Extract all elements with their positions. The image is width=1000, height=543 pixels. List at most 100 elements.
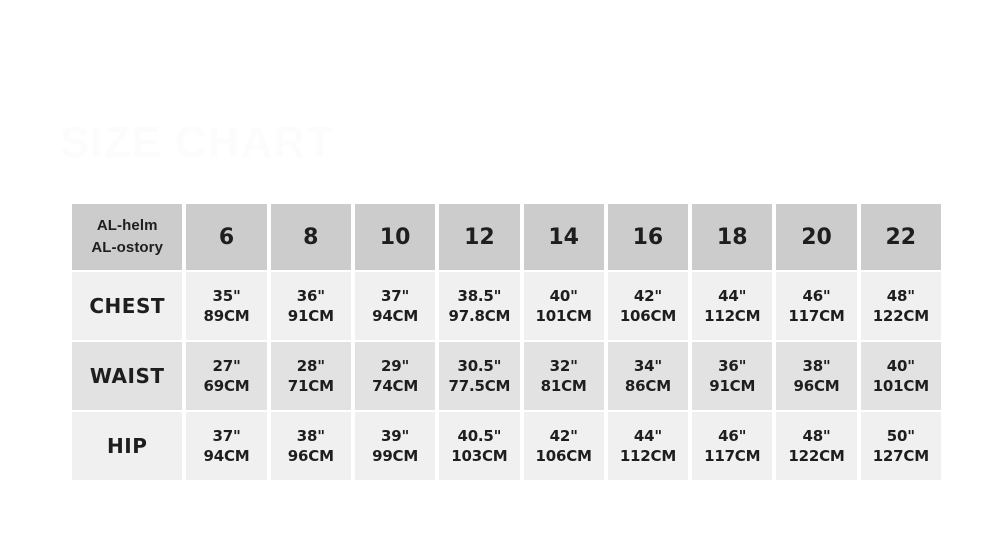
size-header-14: 14 (523, 204, 604, 270)
measure-cell: 38" 96CM (270, 412, 351, 480)
size-header-18: 18 (692, 204, 773, 270)
size-header-8: 8 (270, 204, 351, 270)
measure-inches: 46" (718, 426, 747, 445)
measure-inches: 39" (381, 426, 410, 445)
measure-cell: 36" 91CM (270, 272, 351, 340)
size-header-12: 12 (439, 204, 520, 270)
measure-inches: 38" (802, 356, 831, 375)
measure-inches: 29" (381, 356, 410, 375)
measure-cell: 42" 106CM (607, 272, 689, 340)
measure-inches: 44" (718, 286, 747, 305)
measure-centimeters: 91CM (709, 377, 756, 395)
measure-cell: 48" 122CM (776, 412, 857, 480)
measure-inches: 48" (886, 286, 915, 305)
measure-inches: 44" (633, 426, 662, 445)
measure-inches: 42" (633, 286, 662, 305)
size-header-20: 20 (776, 204, 857, 270)
measure-centimeters: 96CM (287, 447, 334, 465)
measure-cell: 37" 94CM (186, 412, 267, 480)
measure-cell: 39" 99CM (354, 412, 436, 480)
measure-centimeters: 99CM (372, 447, 419, 465)
measure-inches: 36" (718, 356, 747, 375)
measure-cell: 44" 112CM (607, 412, 689, 480)
brand-corner-cell: AL-helm AL-ostory (72, 204, 183, 270)
measure-centimeters: 103CM (451, 447, 508, 465)
measure-cell: 46" 117CM (692, 412, 773, 480)
measure-centimeters: 122CM (872, 307, 929, 325)
measure-cell: 29" 74CM (354, 342, 436, 410)
brand-line-1: AL-helm (96, 217, 158, 235)
measure-inches: 32" (549, 356, 578, 375)
measure-cell: 42" 106CM (523, 412, 604, 480)
measure-centimeters: 112CM (704, 307, 761, 325)
size-header-6: 6 (186, 204, 267, 270)
table-row: WAIST 27" 69CM 28" 71CM 29" 74CM 30.5" 77.5CM 32"… (72, 342, 941, 410)
measure-inches: 37" (381, 286, 410, 305)
size-header-16: 16 (607, 204, 689, 270)
measure-cell: 48" 122CM (860, 272, 941, 340)
size-header-22: 22 (860, 204, 941, 270)
measure-centimeters: 97.8CM (448, 307, 511, 325)
measure-centimeters: 96CM (793, 377, 840, 395)
row-label-hip: HIP (72, 412, 183, 480)
measure-inches: 27" (212, 356, 241, 375)
measure-inches: 36" (296, 286, 325, 305)
size-header-10: 10 (354, 204, 436, 270)
measure-centimeters: 94CM (203, 447, 250, 465)
measure-inches: 28" (296, 356, 325, 375)
measure-centimeters: 101CM (535, 307, 592, 325)
measure-cell: 37" 94CM (354, 272, 436, 340)
size-chart-body: CHEST 35" 89CM 36" 91CM 37" 94CM 38.5" 97.8CM 40"… (72, 272, 941, 480)
measure-centimeters: 81CM (540, 377, 587, 395)
row-label-waist: WAIST (72, 342, 183, 410)
measure-centimeters: 94CM (372, 307, 419, 325)
measure-centimeters: 112CM (619, 447, 677, 465)
measure-inches: 30.5" (457, 356, 502, 375)
size-header-row: AL-helm AL-ostory 6 8 10 12 14 16 18 20 22 (72, 204, 941, 270)
measure-centimeters: 89CM (203, 307, 250, 325)
measure-centimeters: 71CM (287, 377, 334, 395)
table-row: CHEST 35" 89CM 36" 91CM 37" 94CM 38.5" 97.8CM 40"… (72, 272, 941, 340)
measure-centimeters: 122CM (788, 447, 845, 465)
measure-cell: 40.5" 103CM (439, 412, 520, 480)
measure-inches: 37" (212, 426, 241, 445)
measure-inches: 38.5" (457, 286, 502, 305)
measure-cell: 27" 69CM (186, 342, 267, 410)
measure-centimeters: 91CM (287, 307, 334, 325)
measure-centimeters: 69CM (203, 377, 250, 395)
measure-inches: 34" (633, 356, 662, 375)
measure-centimeters: 127CM (872, 447, 929, 465)
brand-line-2: AL-ostory (91, 239, 164, 256)
measure-inches: 46" (802, 286, 831, 305)
size-chart-table: AL-helm AL-ostory 6 8 10 12 14 16 18 20 22 CHEST… (68, 202, 945, 482)
measure-inches: 48" (802, 426, 831, 445)
measure-centimeters: 106CM (619, 307, 677, 325)
measure-cell: 40" 101CM (523, 272, 604, 340)
measure-centimeters: 77.5CM (448, 377, 511, 395)
measure-cell: 46" 117CM (776, 272, 857, 340)
measure-cell: 35" 89CM (186, 272, 267, 340)
measure-cell: 34" 86CM (607, 342, 689, 410)
measure-inches: 40" (549, 286, 578, 305)
row-label-chest: CHEST (72, 272, 183, 340)
measure-cell: 38" 96CM (776, 342, 857, 410)
measure-inches: 50" (886, 426, 915, 445)
measure-inches: 42" (549, 426, 578, 445)
measure-cell: 50" 127CM (860, 412, 941, 480)
measure-cell: 32" 81CM (523, 342, 604, 410)
measure-inches: 40.5" (457, 426, 502, 445)
measure-cell: 38.5" 97.8CM (439, 272, 520, 340)
measure-centimeters: 117CM (704, 447, 761, 465)
measure-cell: 30.5" 77.5CM (439, 342, 520, 410)
measure-centimeters: 117CM (788, 307, 845, 325)
measure-cell: 44" 112CM (692, 272, 773, 340)
measure-cell: 36" 91CM (692, 342, 773, 410)
measure-cell: 40" 101CM (860, 342, 941, 410)
measure-inches: 40" (886, 356, 915, 375)
measure-centimeters: 74CM (372, 377, 419, 395)
measure-inches: 35" (212, 286, 241, 305)
size-chart-head: AL-helm AL-ostory 6 8 10 12 14 16 18 20 22 (72, 204, 941, 270)
measure-cell: 28" 71CM (270, 342, 351, 410)
measure-centimeters: 101CM (872, 377, 929, 395)
measure-centimeters: 86CM (624, 377, 671, 395)
